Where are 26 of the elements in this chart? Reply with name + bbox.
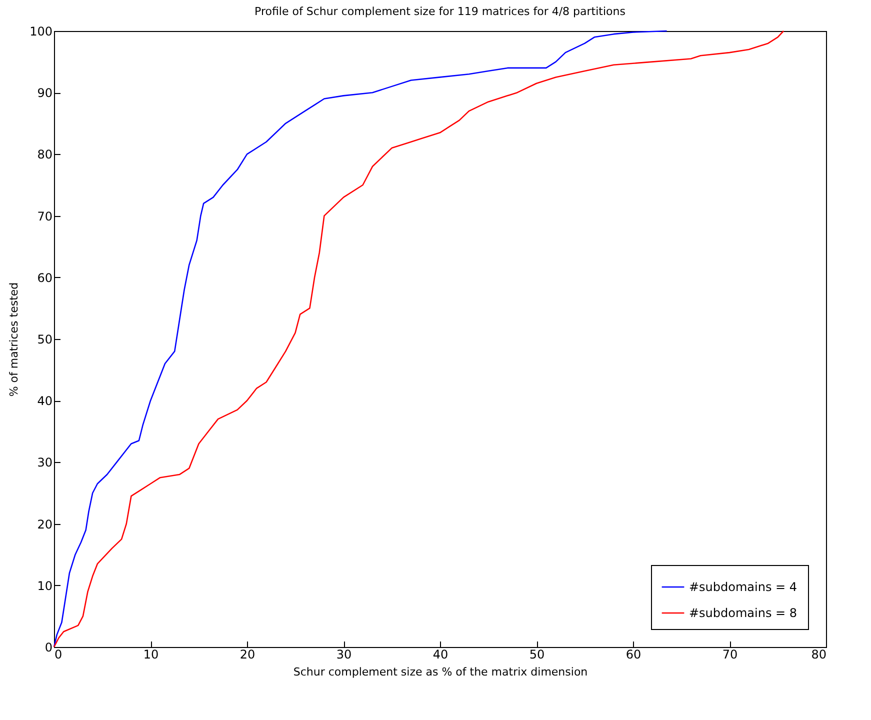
line-series <box>53 30 784 648</box>
x-axis-title: Schur complement size as % of the matrix dimension <box>293 666 588 678</box>
legend-label: #subdomains = 4 <box>689 580 798 594</box>
y-tick-label: 60 <box>37 270 52 285</box>
x-tick-label: 40 <box>432 648 448 662</box>
y-tick-label: 80 <box>37 148 52 162</box>
chart-title: Profile of Schur complement size for 119 matrices for 4/8 partitions <box>254 5 626 18</box>
y-tick-label: 70 <box>37 209 52 224</box>
x-tick-label: 50 <box>529 648 545 662</box>
y-tick-label: 40 <box>37 394 52 408</box>
y-tick-label: 20 <box>37 517 52 532</box>
x-tick-label: 0 <box>54 648 62 662</box>
y-tick-label: 10 <box>37 578 52 593</box>
x-tick-label: 60 <box>626 648 642 662</box>
y-tick-label: 100 <box>30 24 52 38</box>
x-tick-label: 70 <box>722 648 738 662</box>
x-tick-label: 30 <box>336 648 352 662</box>
y-tick-label: 30 <box>37 456 52 470</box>
x-tick-label: 10 <box>143 648 159 662</box>
y-tick-label: 50 <box>37 332 52 346</box>
legend-label: #subdomains = 8 <box>689 606 798 620</box>
y-tick-label: 90 <box>37 86 52 100</box>
line-series <box>53 30 668 648</box>
x-tick-label: 20 <box>240 648 256 662</box>
x-tick-label: 80 <box>811 648 826 662</box>
y-axis-title: % of matrices tested <box>8 282 21 397</box>
